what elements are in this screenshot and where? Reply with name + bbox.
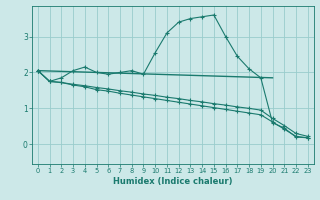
X-axis label: Humidex (Indice chaleur): Humidex (Indice chaleur) bbox=[113, 177, 233, 186]
